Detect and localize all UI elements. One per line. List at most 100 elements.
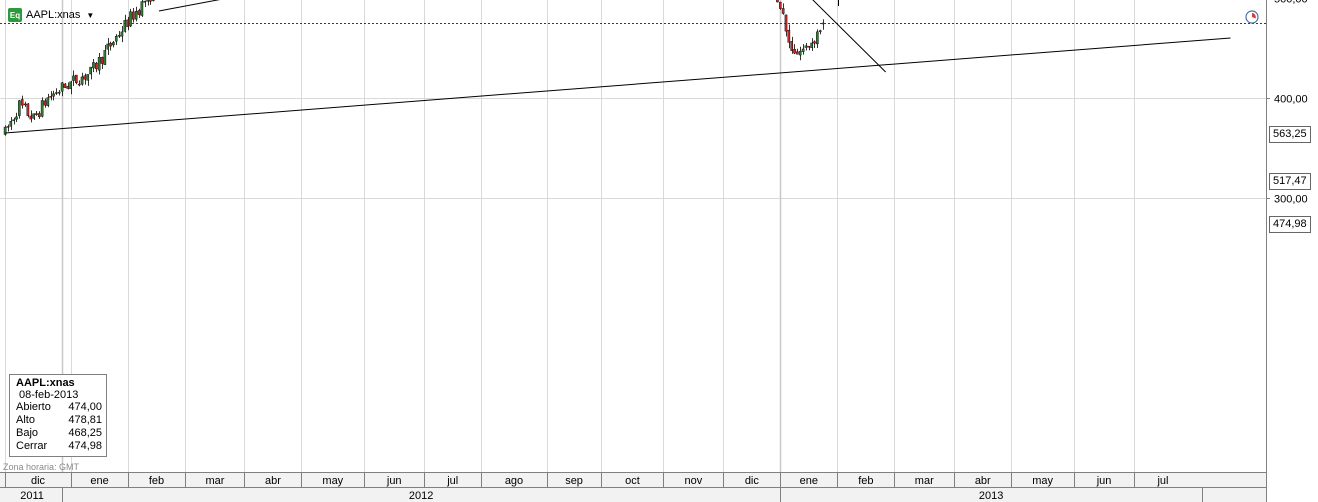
symbol-label[interactable]: AAPL:xnas	[26, 9, 81, 21]
ohlc-info-box: AAPL:xnas 08-feb-2013 Abierto 474,00 Alto…	[9, 374, 107, 457]
month-label: abr	[265, 475, 281, 487]
drawn-lines	[0, 0, 1266, 134]
year-label: 2013	[979, 490, 1003, 502]
candle-up	[92, 62, 95, 69]
candle-up	[117, 35, 121, 37]
month-label: jul	[1156, 475, 1168, 487]
candle-up	[120, 31, 124, 37]
candle-up	[810, 42, 813, 48]
candle-up	[114, 35, 118, 42]
symbol-dropdown-icon[interactable]: ▼	[86, 10, 95, 20]
y-tick-label: 500,00	[1274, 0, 1308, 6]
candle-down	[781, 8, 785, 14]
candle-down	[143, 0, 147, 3]
month-label: may	[322, 475, 343, 487]
candle-down	[55, 92, 58, 94]
candle-up	[146, 0, 149, 2]
candle-down	[23, 103, 27, 106]
candle-down	[26, 103, 30, 116]
candle-down	[793, 49, 796, 54]
month-label: jun	[386, 475, 402, 487]
candle-down	[779, 1, 782, 9]
clock-icon[interactable]	[1245, 10, 1259, 24]
candle-down	[35, 113, 38, 115]
candle-down	[109, 42, 112, 47]
candle-down	[100, 57, 104, 64]
timezone-label: Zona horaria: GMT	[3, 462, 80, 472]
candle-up	[151, 0, 155, 1]
candle-up	[801, 48, 805, 52]
candlesticks	[3, 0, 825, 136]
candle-up	[103, 50, 107, 65]
y-tick-label: 300,00	[1274, 194, 1308, 206]
candle-down	[29, 115, 33, 120]
month-label: dic	[31, 475, 46, 487]
candle-down	[94, 62, 98, 70]
month-label: mar	[915, 475, 934, 487]
year-label: 2011	[20, 490, 44, 502]
candle-down	[132, 11, 135, 20]
info-row-open: Abierto 474,00	[16, 401, 102, 413]
price-tag-517: 517,47	[1269, 173, 1311, 190]
candle-up	[134, 11, 138, 20]
candle-down	[6, 126, 10, 128]
candle-down	[75, 74, 78, 84]
price-tag-563: 563,25	[1269, 126, 1311, 143]
month-label: jun	[1096, 475, 1112, 487]
candle-up	[80, 76, 84, 85]
candle-up	[798, 51, 802, 56]
trendline	[812, 0, 887, 73]
candle-up	[821, 22, 825, 25]
candle-up	[3, 126, 7, 135]
month-label: nov	[684, 475, 702, 487]
candle-down	[796, 51, 799, 55]
month-label: dic	[745, 475, 760, 487]
candle-down	[776, 0, 779, 3]
candle-up	[112, 42, 115, 46]
candle-down	[813, 41, 816, 44]
candle-up	[97, 57, 101, 71]
month-label: ago	[505, 475, 523, 487]
info-row-close: Cerrar 474,98	[16, 440, 102, 452]
month-label: mar	[205, 475, 224, 487]
month-label: may	[1032, 475, 1053, 487]
candle-up	[106, 43, 109, 50]
month-label: oct	[625, 475, 640, 487]
info-date: 08-feb-2013	[19, 389, 79, 401]
year-label: 2012	[409, 490, 433, 502]
candle-down	[20, 99, 24, 106]
price-tag-last: 474,98	[1269, 216, 1311, 233]
month-label: abr	[975, 475, 991, 487]
info-row-low: Bajo 468,25	[16, 427, 102, 439]
candle-up	[72, 75, 75, 81]
month-label: ene	[90, 475, 108, 487]
candle-up	[69, 81, 72, 89]
candle-down	[787, 29, 791, 43]
plot-area	[0, 0, 1266, 472]
candle-down	[77, 83, 81, 86]
month-label: feb	[149, 475, 164, 487]
candle-up	[60, 82, 64, 92]
grid-lines	[0, 0, 1266, 472]
candle-up	[9, 121, 13, 127]
month-label: feb	[858, 475, 873, 487]
candle-up	[32, 113, 35, 119]
candle-down	[83, 75, 87, 80]
candle-down	[66, 85, 70, 89]
candle-up	[140, 1, 144, 16]
chart-header: Eq AAPL:xnas ▼	[8, 7, 94, 23]
candle-up	[86, 74, 90, 81]
candle-up	[816, 31, 819, 45]
info-row-high: Alto 478,81	[16, 414, 102, 426]
candle-down	[49, 96, 52, 98]
candle-up	[46, 97, 50, 106]
month-label: jul	[446, 475, 458, 487]
month-label: sep	[565, 475, 583, 487]
candle-down	[43, 100, 47, 106]
y-tick-label: 400,00	[1274, 94, 1308, 106]
month-label: ene	[800, 475, 818, 487]
candle-up	[12, 119, 15, 122]
candle-up	[52, 93, 55, 97]
trendline	[4, 37, 1231, 134]
